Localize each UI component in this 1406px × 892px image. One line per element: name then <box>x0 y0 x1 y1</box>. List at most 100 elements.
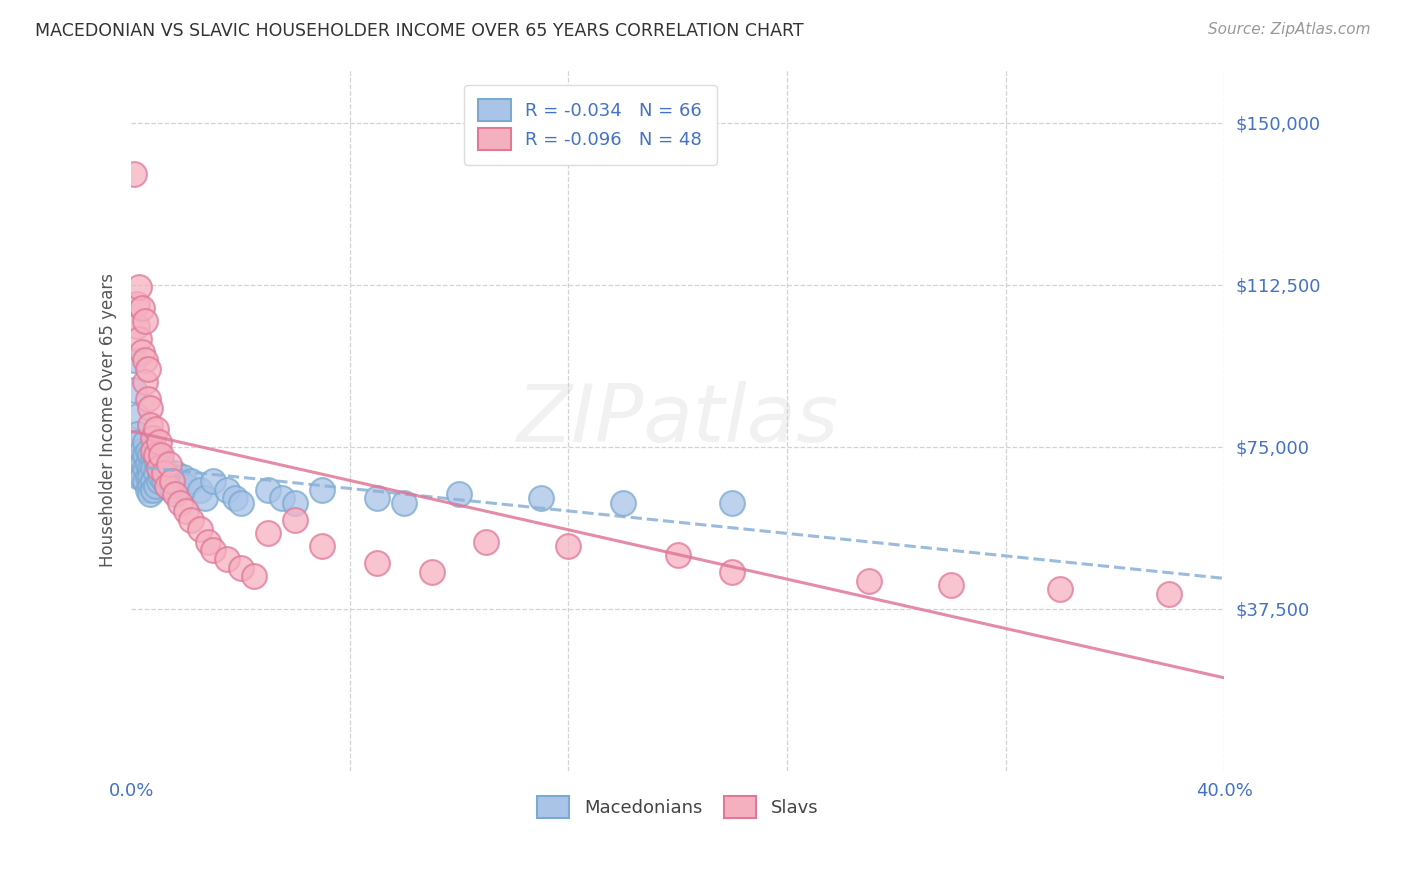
Point <box>150 457 173 471</box>
Point <box>721 496 744 510</box>
Point <box>150 448 173 462</box>
Point <box>128 435 150 450</box>
Point <box>366 556 388 570</box>
Point <box>153 474 176 488</box>
Point <box>125 297 148 311</box>
Point <box>939 578 962 592</box>
Point <box>721 565 744 579</box>
Point <box>311 539 333 553</box>
Point <box>142 431 165 445</box>
Point <box>136 392 159 406</box>
Point <box>142 474 165 488</box>
Point <box>163 466 186 480</box>
Point <box>180 474 202 488</box>
Point <box>159 457 181 471</box>
Point <box>194 491 217 506</box>
Point <box>612 496 634 510</box>
Point <box>202 543 225 558</box>
Point <box>128 332 150 346</box>
Point <box>145 448 167 462</box>
Point <box>122 167 145 181</box>
Text: Source: ZipAtlas.com: Source: ZipAtlas.com <box>1208 22 1371 37</box>
Point <box>257 526 280 541</box>
Point <box>131 444 153 458</box>
Point <box>139 470 162 484</box>
Point <box>148 461 170 475</box>
Point <box>139 448 162 462</box>
Point <box>134 353 156 368</box>
Point <box>128 279 150 293</box>
Point <box>284 513 307 527</box>
Y-axis label: Householder Income Over 65 years: Householder Income Over 65 years <box>100 273 117 566</box>
Point <box>134 461 156 475</box>
Point <box>139 417 162 432</box>
Point <box>134 435 156 450</box>
Point <box>139 461 162 475</box>
Point <box>311 483 333 497</box>
Point <box>131 344 153 359</box>
Point <box>148 461 170 475</box>
Point <box>229 560 252 574</box>
Point <box>125 409 148 424</box>
Text: MACEDONIAN VS SLAVIC HOUSEHOLDER INCOME OVER 65 YEARS CORRELATION CHART: MACEDONIAN VS SLAVIC HOUSEHOLDER INCOME … <box>35 22 804 40</box>
Point <box>666 548 689 562</box>
Point <box>142 483 165 497</box>
Point <box>159 470 181 484</box>
Point <box>475 534 498 549</box>
Point <box>243 569 266 583</box>
Point <box>160 474 183 488</box>
Point <box>153 466 176 480</box>
Point <box>156 466 179 480</box>
Point <box>139 487 162 501</box>
Point <box>136 444 159 458</box>
Point <box>128 452 150 467</box>
Point <box>145 452 167 467</box>
Point <box>148 448 170 462</box>
Point <box>134 314 156 328</box>
Legend: Macedonians, Slavs: Macedonians, Slavs <box>530 789 825 825</box>
Point <box>174 478 197 492</box>
Point <box>122 353 145 368</box>
Point <box>142 461 165 475</box>
Point <box>420 565 443 579</box>
Point <box>229 496 252 510</box>
Point <box>156 478 179 492</box>
Point <box>150 470 173 484</box>
Point <box>145 422 167 436</box>
Point <box>257 483 280 497</box>
Point <box>125 318 148 333</box>
Point <box>122 384 145 398</box>
Point <box>224 491 246 506</box>
Point <box>1049 582 1071 597</box>
Point <box>131 301 153 316</box>
Point <box>215 483 238 497</box>
Point <box>142 444 165 458</box>
Point <box>449 487 471 501</box>
Point <box>128 470 150 484</box>
Point <box>180 513 202 527</box>
Point <box>145 478 167 492</box>
Point <box>557 539 579 553</box>
Point <box>270 491 292 506</box>
Point <box>134 474 156 488</box>
Point <box>169 478 191 492</box>
Point <box>394 496 416 510</box>
Point <box>366 491 388 506</box>
Point <box>134 375 156 389</box>
Point <box>139 478 162 492</box>
Point <box>136 361 159 376</box>
Point <box>1159 586 1181 600</box>
Point <box>134 448 156 462</box>
Point <box>125 444 148 458</box>
Point <box>136 457 159 471</box>
Point <box>160 483 183 497</box>
Point <box>188 483 211 497</box>
Point <box>136 470 159 484</box>
Text: ZIPatlas: ZIPatlas <box>516 381 839 458</box>
Point <box>156 478 179 492</box>
Point <box>153 461 176 475</box>
Point <box>160 474 183 488</box>
Point <box>172 470 194 484</box>
Point <box>215 552 238 566</box>
Point <box>166 474 188 488</box>
